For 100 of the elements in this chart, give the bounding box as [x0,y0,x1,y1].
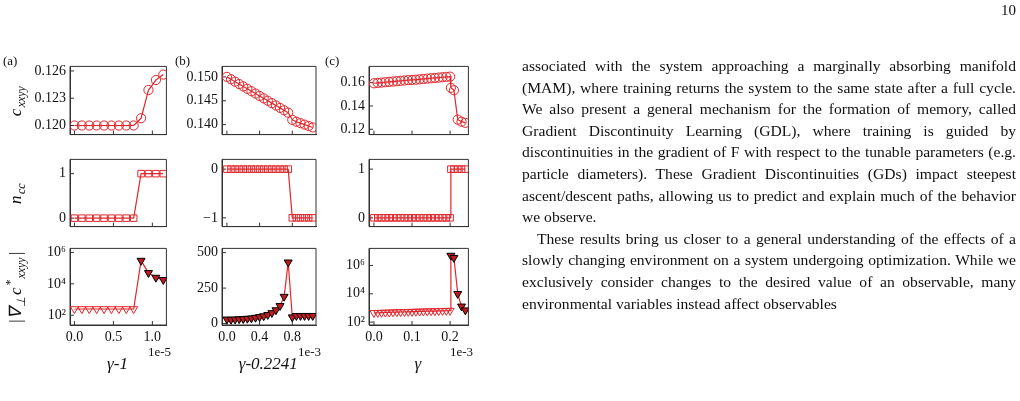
x-tick-label: 1.0 [143,329,162,345]
point [70,120,80,131]
point [113,120,124,131]
point [283,259,293,268]
point [308,312,316,321]
y-tick-label: 250 [197,279,218,295]
x-tick-label: 0.0 [218,329,236,345]
point [135,113,147,124]
point [225,74,237,85]
point [279,105,290,116]
point [369,310,379,318]
point [143,84,154,96]
point [238,81,249,92]
point [151,274,161,283]
y-tick-label: 0.120 [34,117,66,133]
text: 1e-3 [297,343,321,359]
text: 10 [1001,2,1016,19]
point [411,308,421,317]
point [246,86,257,97]
text: (c) [325,52,340,68]
point [150,74,161,86]
x-tick-label: 0.1 [403,329,421,345]
point [415,308,425,317]
y-tick-label: 0.16 [340,74,365,90]
point [84,306,94,315]
point [136,257,146,266]
point [430,308,440,317]
x-tick-label: 0.5 [104,329,123,345]
text: (a) [3,52,18,68]
point [303,120,314,132]
point [234,78,245,90]
point [129,306,139,315]
point [106,306,116,315]
point [270,100,282,111]
point [84,120,95,131]
point [158,277,167,285]
point [76,120,87,131]
point [441,307,451,316]
y-tick-label: 10² [47,306,66,322]
x-axis-title: γ-0.2241 [238,354,298,374]
point [70,306,79,315]
y-tick-label: 0.140 [186,116,218,132]
point [98,120,110,131]
y-tick-label: 0.14 [340,97,365,113]
y-tick-label: 0.145 [186,92,218,108]
y-tick-label: −1 [203,209,218,225]
point [373,309,383,318]
y-tick-label: 0.150 [186,68,218,84]
point [121,120,132,131]
y-tick-label: 1 [59,165,66,181]
point [92,306,102,315]
point [258,93,269,104]
point [274,102,286,113]
y-tick-label: 0.123 [34,89,66,105]
x-tick-label: 0.8 [283,329,302,345]
point [418,308,428,317]
point [426,308,436,317]
text: 1e-5 [147,343,171,359]
x-tick-label: 0.4 [250,329,269,345]
point [377,309,387,318]
x-axis-title: γ-1 [107,354,128,374]
point [445,307,455,316]
x-axis-title: γ [414,354,423,374]
y-tick-label: 0 [59,209,66,225]
y-tick-label: 0 [358,209,365,225]
y-axis-title: ncc [6,182,29,205]
point [222,71,232,82]
point [299,119,310,130]
point [388,309,398,318]
point [275,303,285,311]
x-tick-label: 0.0 [65,329,84,345]
y-tick-label: 10⁴ [47,275,67,291]
y-tick-label: 10⁶ [346,257,366,273]
y-tick-label: 10⁴ [346,285,366,301]
point [262,95,273,106]
point [99,306,109,315]
point [77,306,87,315]
point [438,308,447,316]
point [114,306,124,315]
y-tick-label: 1 [358,160,365,176]
point [392,309,402,318]
text: 1e-3 [449,343,473,359]
point [407,308,417,317]
point [128,120,139,131]
x-tick-label: 0.2 [441,329,459,345]
point [250,88,261,99]
point [453,291,463,299]
point [307,122,316,133]
y-tick-label: 10² [346,313,365,329]
y-axis-title: |∇⊥c*xxyy| [3,251,29,324]
point [460,307,469,316]
point [434,308,444,317]
point [158,69,167,80]
x-tick-label: 0.0 [365,329,383,345]
text: (b) [175,52,191,68]
point [242,83,253,94]
y-axis-title: cxxyy [6,85,29,117]
y-tick-label: 10⁶ [47,244,67,260]
point [106,120,117,131]
point [121,306,131,315]
